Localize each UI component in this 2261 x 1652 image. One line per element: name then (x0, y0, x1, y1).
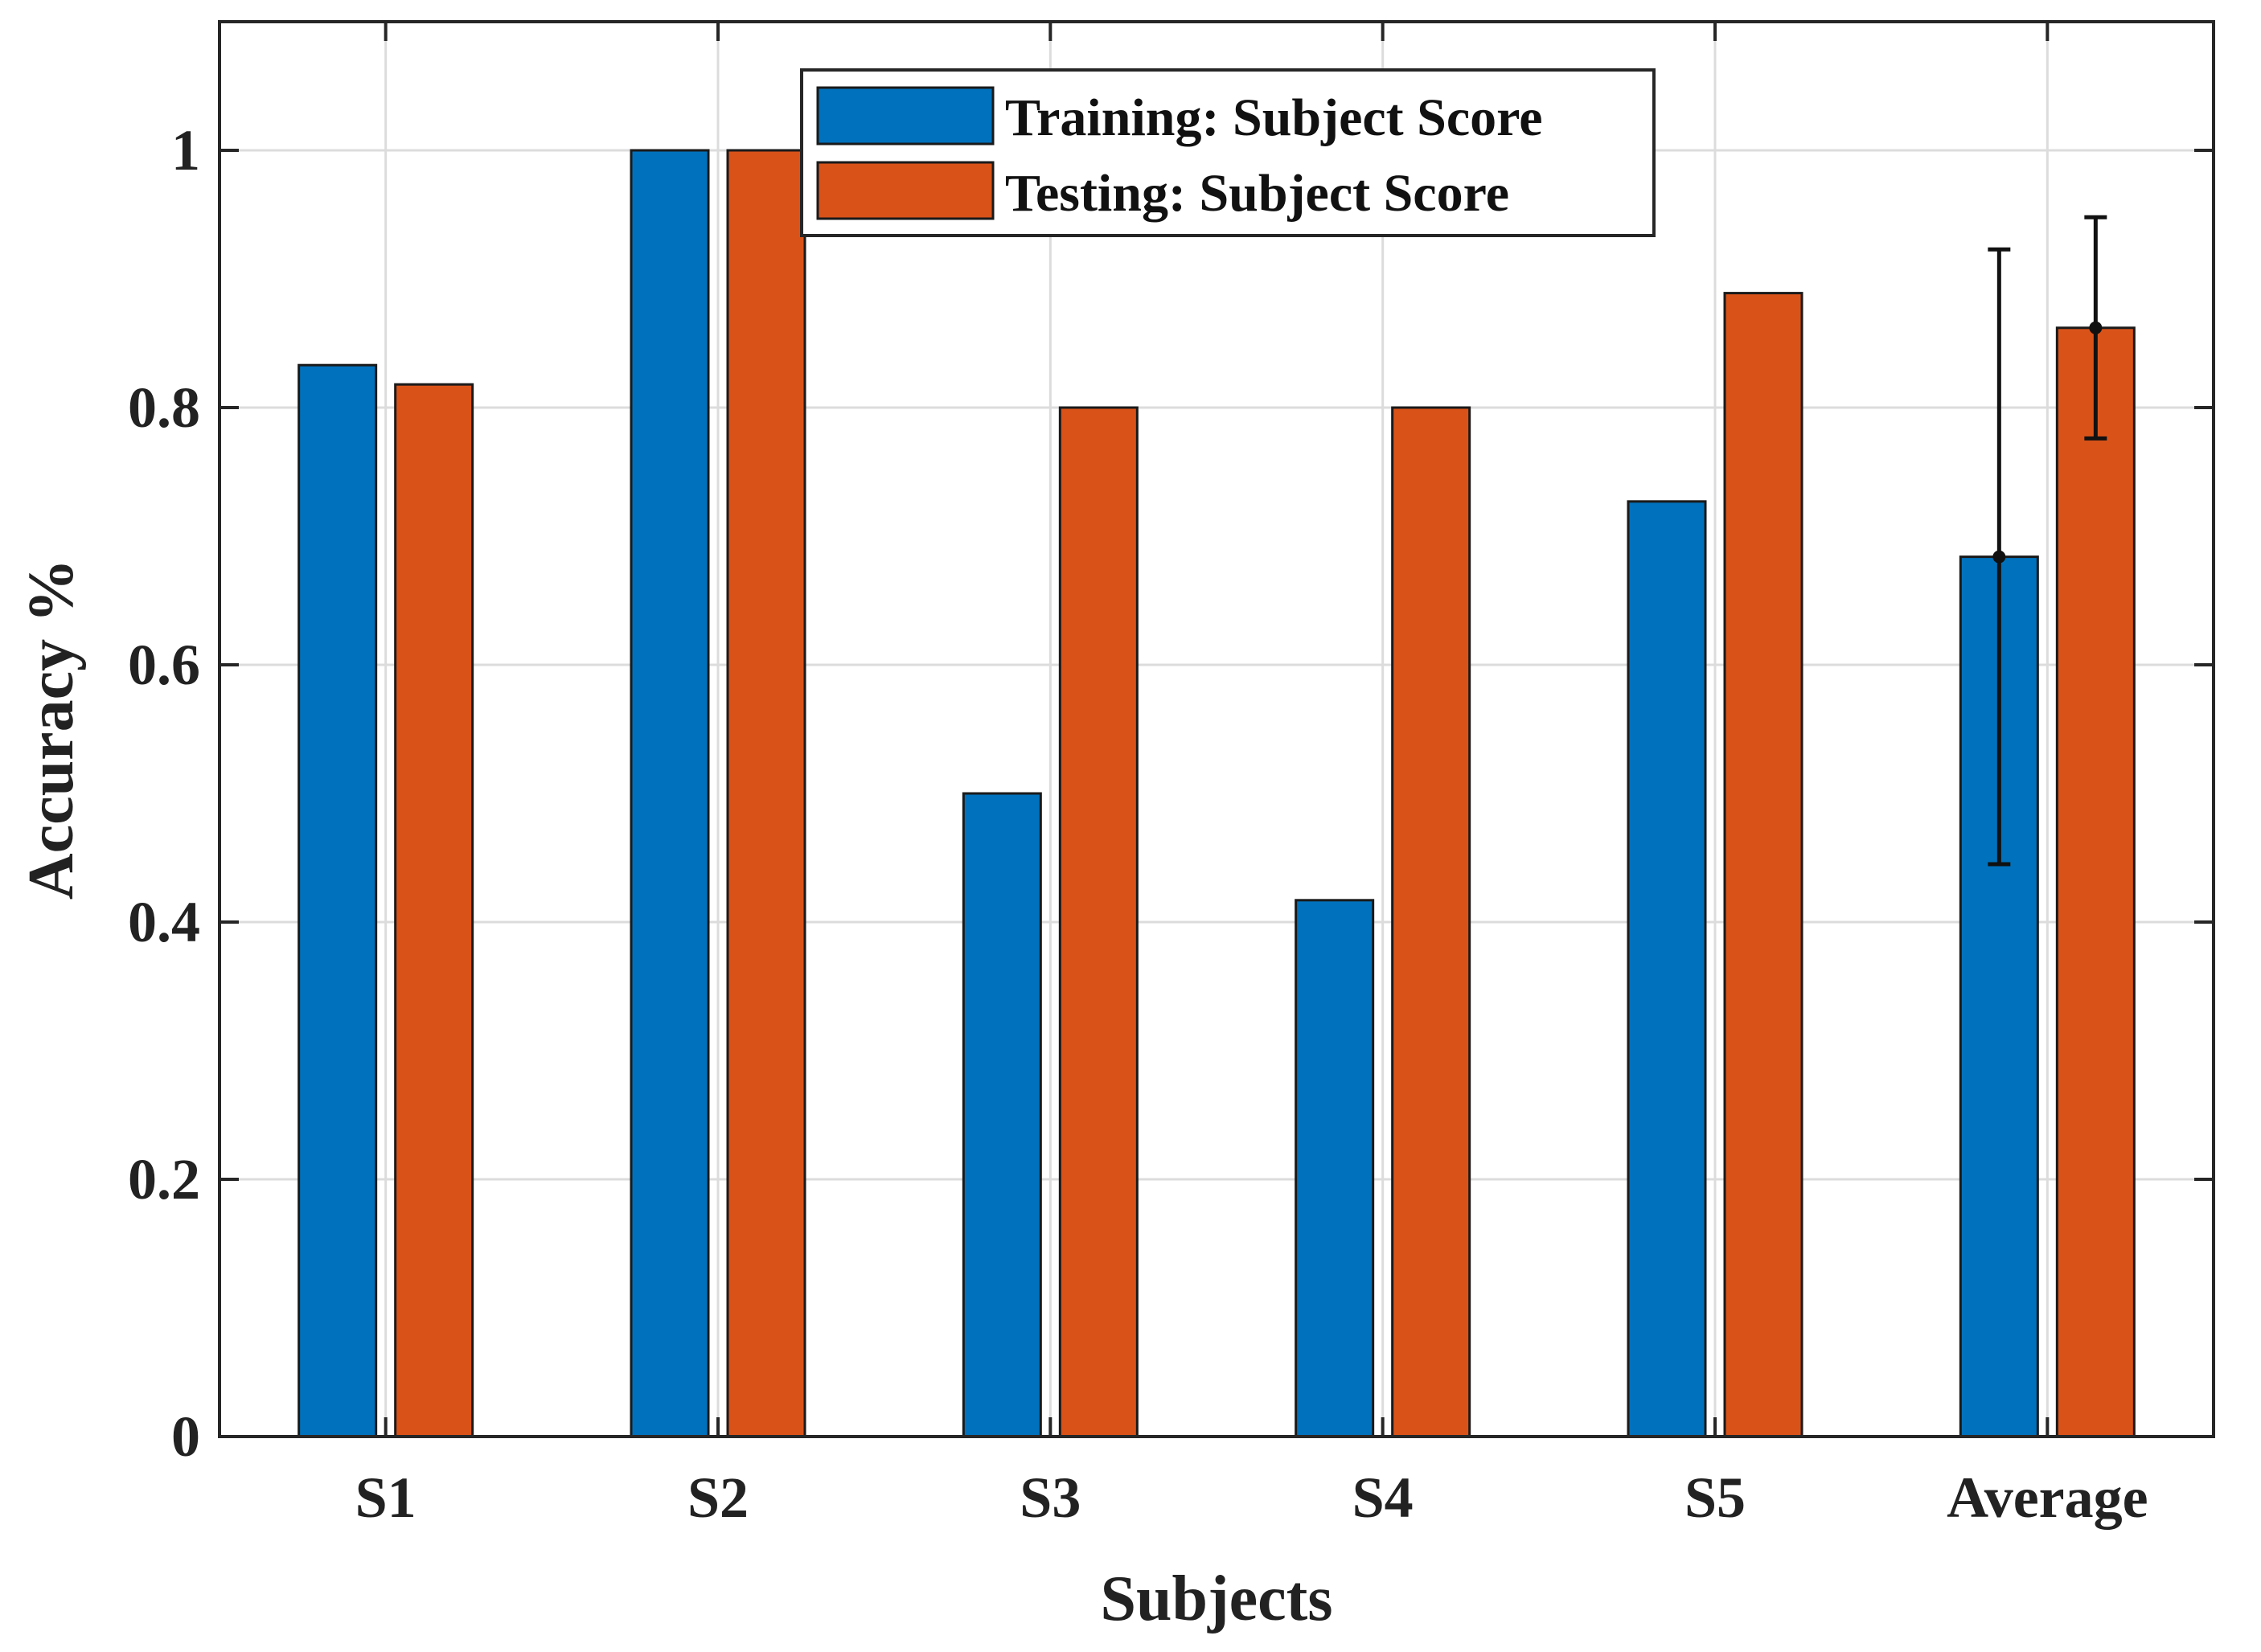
legend-label-testing: Testing: Subject Score (1005, 164, 1509, 223)
bar-testing (394, 383, 474, 1438)
legend-label-training: Training: Subject Score (1005, 88, 1543, 147)
bar-testing (1723, 292, 1803, 1438)
bar-testing (1058, 406, 1139, 1438)
x-tick-label: Average (1947, 1465, 2148, 1530)
y-tick-label: 0.8 (128, 375, 200, 440)
bar-training (1627, 500, 1707, 1438)
bar-training (630, 149, 710, 1438)
plot-background (220, 22, 2214, 1437)
y-tick-label: 0.6 (128, 633, 200, 697)
y-tick-label: 1 (171, 118, 200, 182)
error-bar-mean-dot (2089, 321, 2103, 334)
bar-testing (2055, 326, 2136, 1438)
error-bar-mean-dot (1992, 550, 2006, 564)
y-tick-label: 0 (171, 1404, 200, 1469)
grid-lines (220, 22, 2214, 1438)
y-tick-label: 0.2 (128, 1147, 200, 1211)
bar-training (962, 792, 1042, 1438)
legend: Training: Subject Score Testing: Subject… (800, 68, 1656, 237)
y-axis-title: Accuracy % (16, 559, 87, 900)
x-tick-label: S1 (355, 1465, 416, 1530)
bar-training (1295, 899, 1375, 1438)
error-bars (1988, 215, 2107, 867)
axis-ticks (220, 22, 2214, 1438)
y-tick-labels: 0 0.2 0.4 0.6 0.8 1 (128, 118, 200, 1469)
bar-testing (726, 149, 806, 1438)
y-tick-label: 0.4 (128, 890, 200, 954)
bar-training (298, 363, 378, 1438)
legend-swatch-testing (816, 161, 995, 220)
plot-frame (218, 20, 2215, 1438)
legend-swatch-training (816, 86, 995, 146)
x-tick-label: S4 (1352, 1465, 1414, 1530)
bar-testing (1391, 406, 1471, 1438)
x-axis-title: Subjects (1101, 1564, 1333, 1634)
x-tick-label: S3 (1020, 1465, 1081, 1530)
x-tick-labels: S1 S2 S3 S4 S5 Average (355, 1465, 2148, 1530)
x-tick-label: S2 (687, 1465, 749, 1530)
x-tick-label: S5 (1684, 1465, 1746, 1530)
